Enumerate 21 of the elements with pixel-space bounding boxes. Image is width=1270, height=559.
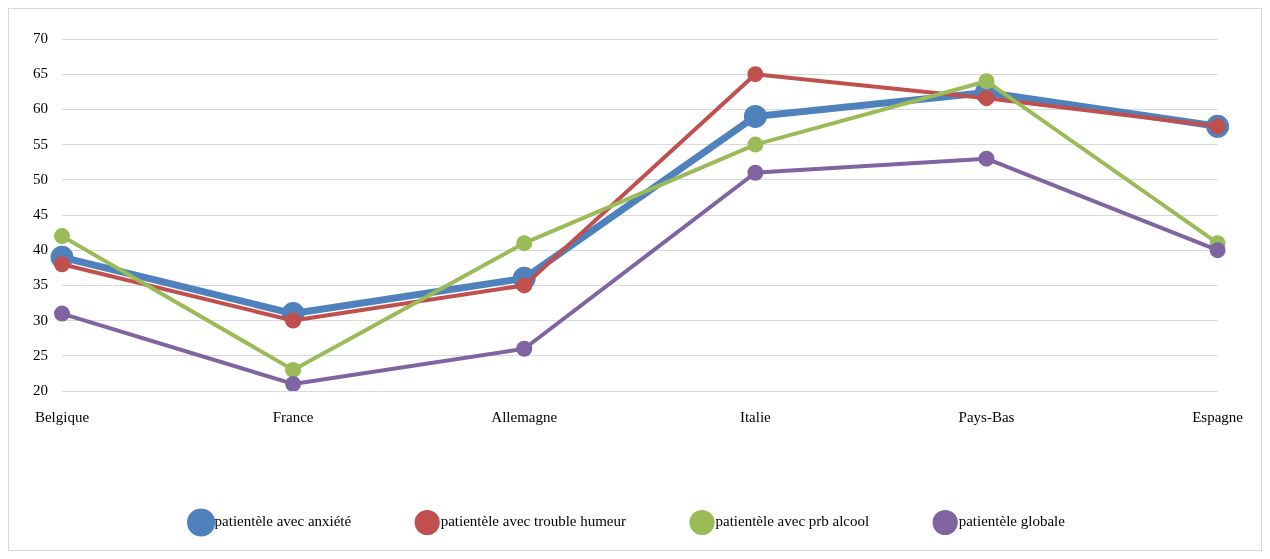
y-tick-label: 55 (33, 135, 48, 152)
y-tick-label: 45 (33, 205, 48, 222)
y-tick-label: 60 (33, 100, 48, 117)
x-tick-label: Italie (739, 408, 772, 425)
y-tick-label: 20 (33, 381, 48, 398)
legend-label: patientèle globale (958, 513, 1066, 530)
y-tick-label: 30 (33, 311, 48, 328)
y-tick-label: 50 (33, 170, 48, 187)
x-tick-label: Belgique (34, 408, 90, 425)
legend-label: patientèle avec anxiété (214, 513, 352, 530)
x-tick-label: France (272, 408, 314, 425)
x-tick-label: Allemagne (491, 408, 558, 425)
y-tick-label: 70 (33, 29, 48, 46)
x-tick-label: Pays-Bas (958, 408, 1015, 425)
legend-label: patientèle avec trouble humeur (440, 513, 627, 530)
x-tick-label: Espagne (1192, 408, 1244, 425)
y-tick-label: 65 (33, 65, 48, 82)
y-tick-label: 25 (33, 346, 48, 363)
y-tick-label: 40 (33, 241, 48, 258)
legend-label: patientèle avec prb alcool (715, 513, 870, 530)
y-tick-label: 35 (33, 276, 48, 293)
